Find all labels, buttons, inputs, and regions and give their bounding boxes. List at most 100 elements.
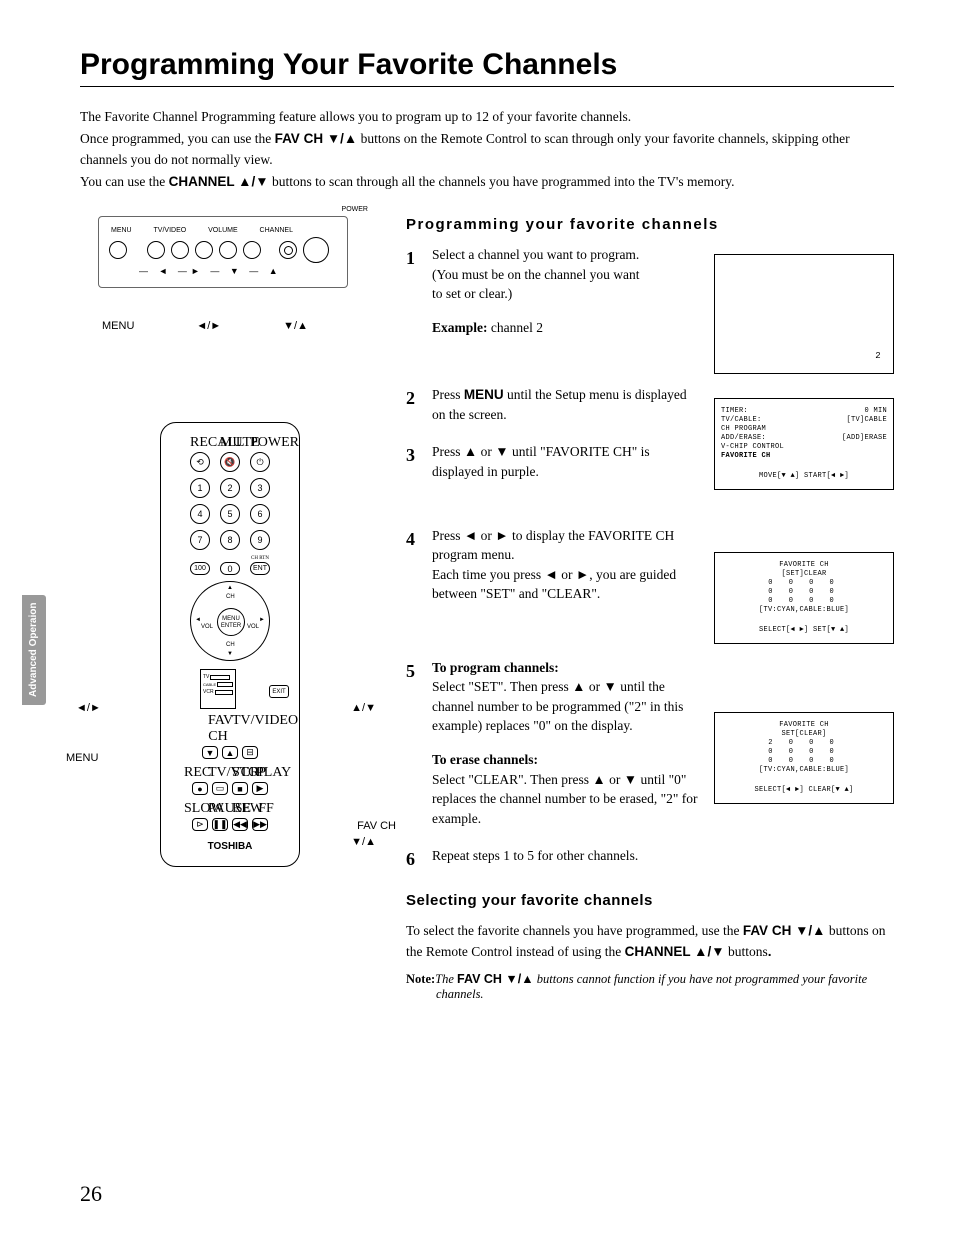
remote-side-ud: ▲/▼ <box>351 702 376 714</box>
remote-side-favud: ▼/▲ <box>351 836 376 848</box>
rec-button: ● <box>192 782 208 795</box>
page-number: 26 <box>80 1181 102 1207</box>
remote-side-lr: ◄/► <box>76 702 101 714</box>
tv-button <box>219 241 237 259</box>
play-button: ▶ <box>252 782 268 795</box>
num-6: 6 <box>250 504 270 524</box>
intro-p3: You can use the CHANNEL ▲/▼ buttons to s… <box>80 172 894 192</box>
step5-program-heading: To program channels: <box>432 658 702 678</box>
remote-label: CH RTN <box>250 556 270 561</box>
dpad-right: ► <box>259 617 265 623</box>
page-title: Programming Your Favorite Channels <box>80 48 894 82</box>
tv-button <box>171 241 189 259</box>
num-2: 2 <box>220 478 240 498</box>
stop-button: ■ <box>232 782 248 795</box>
remote-side-menu: MENU <box>66 752 98 764</box>
slow-button: ⊳ <box>192 818 208 831</box>
tv-power-button <box>303 237 329 263</box>
remote-label: FAV CH <box>208 713 228 745</box>
step-number: 3 <box>406 442 422 481</box>
num-0: 0 <box>220 562 240 575</box>
intro-text: The Favorite Channel Programming feature… <box>80 107 894 192</box>
remote-label: TV/VCR <box>208 765 228 781</box>
dpad: MENUENTER ▲ ▼ ◄ ► CH CH VOL VOL <box>190 581 270 661</box>
osd-setup-menu: TIMER:0 MIN TV/CABLE:[TV]CABLE CH PROGRA… <box>714 398 894 490</box>
step5-erase-heading: To erase channels: <box>432 750 702 770</box>
tv-panel-diagram: MENU TV/VIDEO VOLUME CHANNEL — ◄ —► — ▼ … <box>98 216 348 288</box>
selecting-para: To select the favorite channels you have… <box>406 921 894 962</box>
osd-channel-number: 2 <box>875 351 881 363</box>
step-6: 6 Repeat steps 1 to 5 for other channels… <box>406 846 894 872</box>
power-button: ⏻ <box>250 452 270 472</box>
remote-label: PLAY <box>256 765 276 781</box>
dpad-vol2: VOL <box>247 624 259 630</box>
tv-label: CHANNEL <box>260 227 293 234</box>
dpad-left: ◄ <box>195 617 201 623</box>
title-rule <box>80 86 894 87</box>
remote-label: PAUSE <box>208 801 228 817</box>
intro-p1: The Favorite Channel Programming feature… <box>80 107 894 127</box>
remote-label: FF <box>256 801 276 817</box>
num-9: 9 <box>250 530 270 550</box>
tv-cable-vcr-switch: TV CABLE VCR <box>200 669 236 709</box>
num-5: 5 <box>220 504 240 524</box>
step-number: 4 <box>406 526 422 604</box>
num-1: 1 <box>190 478 210 498</box>
tvvideo-button: ⊟ <box>242 746 258 759</box>
tv-label: MENU <box>111 227 132 234</box>
tv-ud-label: ▼/▲ <box>283 320 308 332</box>
favch-down: ▼ <box>202 746 218 759</box>
tv-label: VOLUME <box>208 227 238 234</box>
tv-button <box>147 241 165 259</box>
step-number: 2 <box>406 385 422 424</box>
ff-button: ▶▶ <box>252 818 268 831</box>
remote-label: MUTE <box>220 435 240 451</box>
brand-logo: TOSHIBA <box>171 841 289 852</box>
osd-favorite-clear: FAVORITE CH SET[CLEAR] 2 0 0 0 0 0 0 0 0… <box>714 712 894 804</box>
step-number: 6 <box>406 846 422 872</box>
menu-enter-button: MENUENTER <box>217 608 245 636</box>
remote-side-favch: FAV CH <box>357 820 396 832</box>
num-7: 7 <box>190 530 210 550</box>
remote-label: REW <box>232 801 252 817</box>
ent-button: ENT <box>250 562 270 575</box>
mute-button: 🔇 <box>220 452 240 472</box>
tv-lr-label: ◄/► <box>196 320 221 332</box>
osd-favorite-set: FAVORITE CH [SET]CLEAR 0 0 0 0 0 0 0 0 0… <box>714 552 894 644</box>
tv-button <box>243 241 261 259</box>
dpad-ch2: CH <box>226 642 235 648</box>
num-3: 3 <box>250 478 270 498</box>
dpad-vol: VOL <box>201 624 213 630</box>
dpad-down: ▼ <box>227 651 233 657</box>
favch-up: ▲ <box>222 746 238 759</box>
tv-menu-label: MENU <box>102 320 134 332</box>
tv-button <box>195 241 213 259</box>
intro-p2: Once programmed, you can use the FAV CH … <box>80 129 894 170</box>
recall-button: ⟲ <box>190 452 210 472</box>
tv-arrow-legend: — ◄ —► — ▼ — ▲ <box>139 266 341 276</box>
remote-label: SLOW <box>184 801 204 817</box>
osd-channel-display: 2 <box>714 254 894 374</box>
exit-button: EXIT <box>269 685 289 698</box>
rew-button: ◀◀ <box>232 818 248 831</box>
pause-button: ❚❚ <box>212 818 228 831</box>
remote-diagram: RECALL MUTE POWER ⟲ 🔇 ⏻ 123 456 789 CH RTN… <box>160 422 300 867</box>
section-selecting-heading: Selecting your favorite channels <box>406 892 894 909</box>
tv-power-label: POWER <box>342 206 368 213</box>
tv-label: TV/VIDEO <box>154 227 187 234</box>
tv-button <box>109 241 127 259</box>
remote-label: TV/VIDEO <box>232 713 252 745</box>
tvvcr-button: ▭ <box>212 782 228 795</box>
dpad-up: ▲ <box>227 585 233 591</box>
step-number: 5 <box>406 658 422 829</box>
remote-label: RECALL <box>190 435 210 451</box>
num-8: 8 <box>220 530 240 550</box>
note-text: Note:The FAV CH ▼/▲ buttons cannot funct… <box>406 972 894 1002</box>
step-number: 1 <box>406 245 422 337</box>
dpad-ch: CH <box>226 594 235 600</box>
tv-led <box>279 241 297 259</box>
section-programming-heading: Programming your favorite channels <box>406 216 894 233</box>
remote-label: POWER <box>250 435 270 451</box>
num-4: 4 <box>190 504 210 524</box>
remote-label: REC <box>184 765 204 781</box>
